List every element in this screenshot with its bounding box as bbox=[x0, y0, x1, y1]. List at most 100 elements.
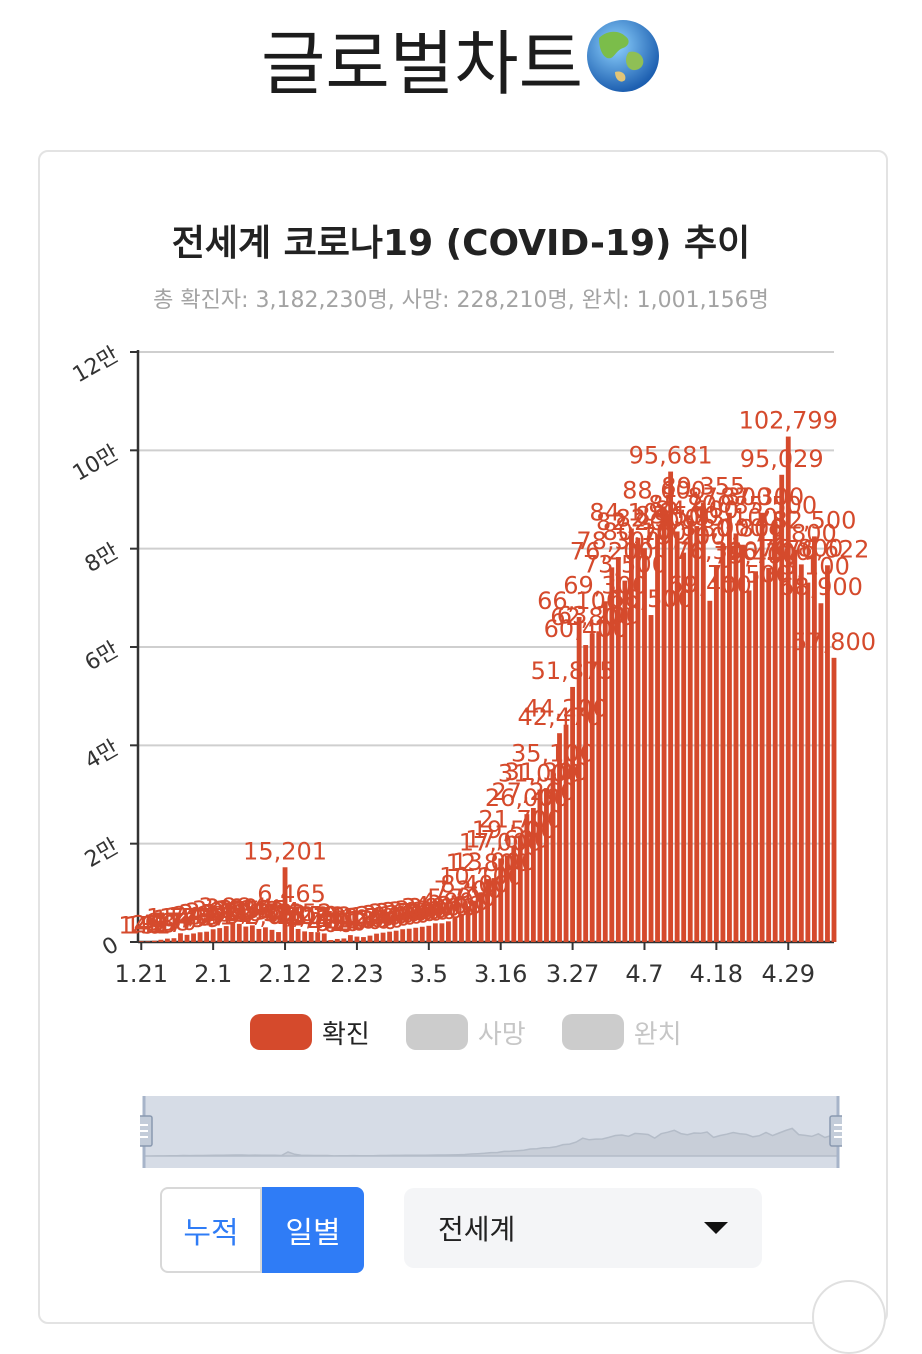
bar[interactable] bbox=[289, 910, 294, 942]
bar[interactable] bbox=[550, 769, 556, 942]
bar[interactable] bbox=[740, 544, 745, 942]
bar[interactable] bbox=[171, 938, 177, 942]
bar[interactable] bbox=[517, 835, 523, 942]
bar[interactable] bbox=[413, 927, 419, 942]
bar[interactable] bbox=[615, 557, 621, 942]
legend-item-deaths[interactable]: 사망 bbox=[405, 1014, 526, 1051]
bar[interactable] bbox=[570, 686, 576, 942]
bar[interactable] bbox=[315, 932, 321, 942]
bar[interactable] bbox=[249, 925, 255, 942]
bar[interactable] bbox=[635, 537, 641, 942]
bar[interactable] bbox=[472, 900, 477, 942]
bar[interactable] bbox=[478, 892, 484, 942]
bar[interactable] bbox=[628, 528, 634, 942]
bar[interactable] bbox=[733, 533, 739, 942]
bar[interactable] bbox=[563, 724, 569, 942]
bar[interactable] bbox=[334, 938, 340, 942]
bar[interactable] bbox=[263, 927, 268, 942]
bar[interactable] bbox=[818, 603, 824, 942]
bar[interactable] bbox=[145, 941, 151, 942]
bar[interactable] bbox=[191, 933, 196, 942]
data-zoom-slider[interactable] bbox=[140, 1096, 842, 1168]
bar[interactable] bbox=[164, 938, 170, 942]
bar[interactable] bbox=[151, 940, 157, 942]
bar[interactable] bbox=[485, 879, 491, 942]
bar[interactable] bbox=[779, 474, 785, 942]
zoom-left-handle[interactable] bbox=[140, 1115, 153, 1147]
bar[interactable] bbox=[426, 925, 432, 942]
bar[interactable] bbox=[759, 512, 765, 942]
bar[interactable] bbox=[256, 928, 262, 942]
bar[interactable] bbox=[223, 926, 229, 942]
bar[interactable] bbox=[178, 933, 183, 942]
bar[interactable] bbox=[243, 926, 249, 942]
bar[interactable] bbox=[217, 928, 223, 942]
bar[interactable] bbox=[439, 923, 445, 942]
bar[interactable] bbox=[530, 807, 536, 942]
bar[interactable] bbox=[602, 601, 608, 942]
bar[interactable] bbox=[811, 536, 817, 942]
bar[interactable] bbox=[661, 506, 667, 942]
bar[interactable] bbox=[694, 526, 700, 942]
bar[interactable] bbox=[713, 566, 719, 942]
bar[interactable] bbox=[674, 531, 680, 942]
bar[interactable] bbox=[498, 858, 504, 942]
bar[interactable] bbox=[276, 932, 281, 942]
bar[interactable] bbox=[727, 512, 732, 942]
bar[interactable] bbox=[138, 941, 144, 942]
bar[interactable] bbox=[341, 938, 347, 942]
bar[interactable] bbox=[282, 867, 288, 942]
bar[interactable] bbox=[681, 552, 687, 942]
cumulative-button[interactable]: 누적 bbox=[160, 1187, 262, 1273]
bar[interactable] bbox=[387, 931, 393, 942]
bar[interactable] bbox=[393, 930, 399, 942]
bar[interactable] bbox=[367, 935, 373, 942]
legend-item-confirmed[interactable]: 확진 bbox=[250, 1014, 370, 1051]
bar[interactable] bbox=[210, 929, 216, 942]
bar[interactable] bbox=[805, 582, 811, 942]
bar[interactable] bbox=[321, 933, 327, 942]
bar[interactable] bbox=[419, 926, 425, 942]
bar[interactable] bbox=[197, 932, 203, 942]
bar[interactable] bbox=[687, 520, 693, 942]
bar[interactable] bbox=[400, 929, 406, 942]
bar[interactable] bbox=[446, 921, 451, 942]
bar[interactable] bbox=[583, 645, 589, 942]
bar[interactable] bbox=[236, 923, 242, 942]
bar[interactable] bbox=[648, 615, 654, 942]
bar[interactable] bbox=[831, 657, 837, 942]
bar[interactable] bbox=[753, 571, 758, 942]
bar[interactable] bbox=[537, 789, 543, 942]
bar[interactable] bbox=[798, 564, 804, 942]
bar[interactable] bbox=[557, 733, 562, 942]
bar[interactable] bbox=[347, 935, 353, 942]
daily-button[interactable]: 일별 bbox=[262, 1187, 364, 1273]
bar[interactable] bbox=[700, 502, 706, 942]
region-select[interactable]: 전세계 bbox=[404, 1188, 762, 1268]
bar[interactable] bbox=[707, 600, 713, 942]
bar[interactable] bbox=[596, 631, 602, 942]
bar[interactable] bbox=[184, 934, 190, 942]
bar[interactable] bbox=[642, 548, 647, 942]
bar[interactable] bbox=[524, 814, 530, 942]
bar[interactable] bbox=[720, 543, 726, 942]
bar[interactable] bbox=[374, 933, 379, 942]
bar[interactable] bbox=[354, 936, 360, 942]
bar[interactable] bbox=[544, 788, 549, 942]
bar[interactable] bbox=[825, 565, 830, 942]
zoom-right-handle[interactable] bbox=[829, 1115, 842, 1147]
bar[interactable] bbox=[302, 931, 308, 942]
bar[interactable] bbox=[230, 922, 236, 942]
bar[interactable] bbox=[511, 846, 517, 942]
bar[interactable] bbox=[459, 913, 464, 942]
bar[interactable] bbox=[609, 567, 615, 942]
bar[interactable] bbox=[766, 567, 772, 942]
bar[interactable] bbox=[576, 617, 582, 942]
bar[interactable] bbox=[668, 471, 674, 942]
bar[interactable] bbox=[452, 917, 458, 942]
bar[interactable] bbox=[432, 923, 438, 942]
bar[interactable] bbox=[622, 580, 628, 942]
legend-item-recovered[interactable]: 완치 bbox=[561, 1014, 682, 1051]
bar[interactable] bbox=[655, 534, 660, 942]
bar[interactable] bbox=[204, 931, 210, 942]
